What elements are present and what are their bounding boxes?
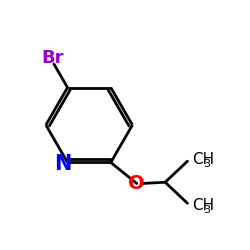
Text: 3: 3 bbox=[204, 159, 210, 169]
Text: CH: CH bbox=[192, 152, 214, 167]
Text: Br: Br bbox=[42, 49, 64, 67]
Text: O: O bbox=[128, 174, 145, 193]
Text: 3: 3 bbox=[204, 205, 210, 215]
Text: CH: CH bbox=[192, 198, 214, 213]
Text: N: N bbox=[54, 154, 72, 174]
